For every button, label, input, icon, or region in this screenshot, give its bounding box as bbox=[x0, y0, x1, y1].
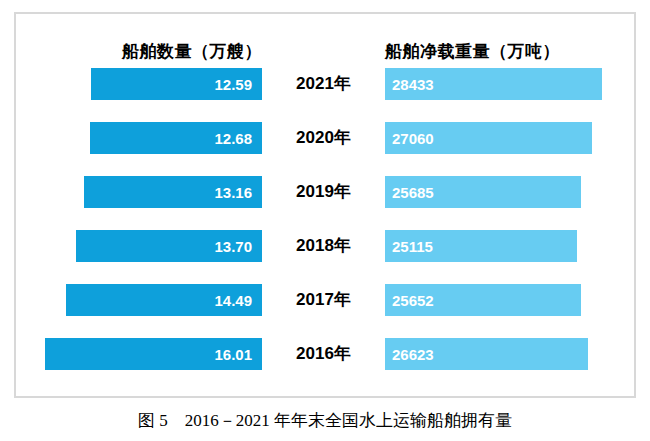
quantity-bar-2018: 13.70 bbox=[76, 230, 262, 262]
quantity-value-label: 16.01 bbox=[214, 346, 252, 363]
year-label-2020: 2020年 bbox=[262, 122, 385, 154]
quantity-bar-2016: 16.01 bbox=[45, 338, 262, 370]
weight-value-label: 27060 bbox=[392, 130, 434, 147]
quantity-value-label: 13.70 bbox=[214, 238, 252, 255]
left-axis-title: 船舶数量（万艘） bbox=[122, 40, 262, 63]
weight-bar-2021: 28433 bbox=[385, 68, 602, 100]
quantity-value-label: 14.49 bbox=[214, 292, 252, 309]
year-label-2018: 2018年 bbox=[262, 230, 385, 262]
figure-caption: 图 5 2016－2021 年年末全国水上运输船舶拥有量 bbox=[0, 409, 650, 432]
quantity-bar-2019: 13.16 bbox=[84, 176, 262, 208]
weight-bar-2017: 25652 bbox=[385, 284, 581, 316]
quantity-bar-2020: 12.68 bbox=[90, 122, 262, 154]
weight-value-label: 25685 bbox=[392, 184, 434, 201]
weight-value-label: 25652 bbox=[392, 292, 434, 309]
weight-value-label: 28433 bbox=[392, 76, 434, 93]
quantity-bar-2017: 14.49 bbox=[66, 284, 262, 316]
weight-bar-2019: 25685 bbox=[385, 176, 581, 208]
chart-panel: 船舶数量（万艘） 船舶净载重量（万吨） 12.59 2021年 28433 12… bbox=[14, 12, 636, 398]
quantity-value-label: 12.68 bbox=[214, 130, 252, 147]
quantity-bar-2021: 12.59 bbox=[91, 68, 262, 100]
weight-value-label: 25115 bbox=[392, 238, 433, 255]
quantity-value-label: 13.16 bbox=[214, 184, 252, 201]
weight-bar-2018: 25115 bbox=[385, 230, 577, 262]
quantity-value-label: 12.59 bbox=[214, 76, 252, 93]
right-axis-title: 船舶净载重量（万吨） bbox=[385, 40, 560, 63]
weight-bar-2016: 26623 bbox=[385, 338, 588, 370]
weight-value-label: 26623 bbox=[392, 346, 434, 363]
year-label-2021: 2021年 bbox=[262, 68, 385, 100]
weight-bar-2020: 27060 bbox=[385, 122, 592, 154]
year-label-2016: 2016年 bbox=[262, 338, 385, 370]
year-label-2017: 2017年 bbox=[262, 284, 385, 316]
year-label-2019: 2019年 bbox=[262, 176, 385, 208]
